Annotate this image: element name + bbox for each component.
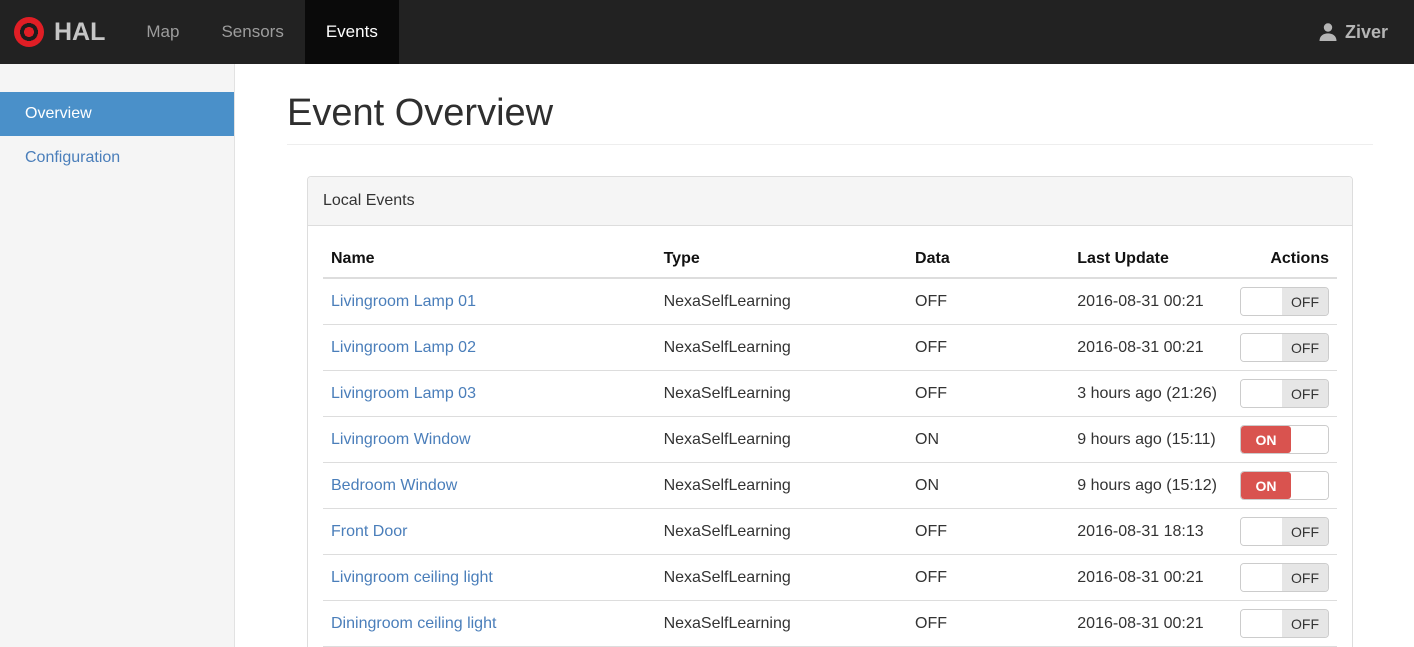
event-data: ON	[907, 416, 1070, 463]
toggle-label: ON	[1241, 426, 1291, 453]
event-type: NexaSelfLearning	[655, 508, 908, 555]
column-header-actions: Actions	[1230, 241, 1337, 279]
toggle-switch[interactable]: OFF	[1240, 287, 1329, 316]
event-type: NexaSelfLearning	[655, 416, 908, 463]
column-header-name: Name	[323, 241, 656, 279]
event-type: NexaSelfLearning	[655, 462, 908, 509]
toggle-switch[interactable]: OFF	[1240, 563, 1329, 592]
toggle-handle	[1241, 288, 1282, 315]
nav-item-sensors-label: Sensors	[221, 22, 284, 41]
event-last-update: 9 hours ago (15:11)	[1069, 416, 1231, 463]
event-type: NexaSelfLearning	[655, 554, 908, 601]
event-data: OFF	[907, 324, 1070, 371]
toggle-switch[interactable]: ON	[1240, 471, 1329, 500]
table-header-row: Name Type Data Last Update Actions	[323, 241, 1337, 279]
table-row: Livingroom Lamp 03 NexaSelfLearning OFF …	[323, 370, 1337, 417]
sidebar-item-overview[interactable]: Overview	[0, 92, 234, 136]
event-last-update: 2016-08-31 00:21	[1069, 600, 1231, 647]
event-data: OFF	[907, 277, 1070, 325]
event-data: OFF	[907, 600, 1070, 647]
event-name-link[interactable]: Diningroom ceiling light	[331, 614, 497, 632]
panel-body: Name Type Data Last Update Actions Livin…	[308, 226, 1352, 647]
event-last-update: 2016-08-31 00:21	[1069, 324, 1231, 371]
main-nav: Map Sensors Events	[125, 0, 399, 64]
table-row: Livingroom Lamp 02 NexaSelfLearning OFF …	[323, 324, 1337, 371]
toggle-handle	[1241, 334, 1282, 361]
event-name-link[interactable]: Livingroom ceiling light	[331, 568, 493, 586]
toggle-handle	[1241, 564, 1282, 591]
panel-title: Local Events	[308, 177, 1352, 226]
toggle-label: OFF	[1282, 380, 1328, 407]
toggle-handle	[1241, 518, 1282, 545]
event-last-update: 2016-08-31 00:21	[1069, 554, 1231, 601]
event-name-link[interactable]: Front Door	[331, 522, 408, 540]
user-name: Ziver	[1344, 21, 1388, 42]
column-header-type: Type	[655, 241, 908, 279]
brand[interactable]: HAL	[0, 0, 125, 64]
page-title: Event Overview	[287, 91, 1373, 145]
user-icon	[1318, 22, 1338, 42]
table-row: Livingroom Window NexaSelfLearning ON 9 …	[323, 416, 1337, 463]
events-table: Name Type Data Last Update Actions Livin…	[323, 241, 1337, 647]
user-menu[interactable]: Ziver	[1292, 0, 1414, 64]
toggle-switch[interactable]: OFF	[1240, 379, 1329, 408]
sidebar-item-configuration-label: Configuration	[25, 149, 121, 166]
event-data: OFF	[907, 508, 1070, 555]
nav-item-events[interactable]: Events	[304, 0, 399, 64]
table-row: Front Door NexaSelfLearning OFF 2016-08-…	[323, 508, 1337, 555]
event-last-update: 3 hours ago (21:26)	[1069, 370, 1231, 417]
event-type: NexaSelfLearning	[655, 600, 908, 647]
event-name-link[interactable]: Livingroom Lamp 03	[331, 384, 476, 402]
toggle-handle	[1291, 426, 1328, 453]
main-content: Event Overview Local Events Name Type Da…	[235, 64, 1414, 647]
toggle-label: ON	[1241, 472, 1291, 499]
table-row: Diningroom ceiling light NexaSelfLearnin…	[323, 600, 1337, 647]
nav-item-map[interactable]: Map	[125, 0, 200, 64]
local-events-panel: Local Events Name Type Data Last Update …	[307, 176, 1353, 647]
toggle-handle	[1291, 472, 1328, 499]
event-type: NexaSelfLearning	[655, 277, 908, 325]
events-table-body: Livingroom Lamp 01 NexaSelfLearning OFF …	[323, 277, 1337, 647]
table-row: Bedroom Window NexaSelfLearning ON 9 hou…	[323, 462, 1337, 509]
nav-item-map-label: Map	[146, 22, 180, 41]
toggle-handle	[1241, 380, 1282, 407]
toggle-label: OFF	[1282, 334, 1328, 361]
toggle-label: OFF	[1282, 610, 1328, 637]
event-name-link[interactable]: Livingroom Lamp 02	[331, 338, 476, 356]
table-row: Livingroom Lamp 01 NexaSelfLearning OFF …	[323, 277, 1337, 325]
toggle-switch[interactable]: OFF	[1240, 517, 1329, 546]
sidebar-item-overview-label: Overview	[25, 105, 92, 122]
event-data: OFF	[907, 554, 1070, 601]
event-data: OFF	[907, 370, 1070, 417]
toggle-switch[interactable]: OFF	[1240, 609, 1329, 638]
event-name-link[interactable]: Livingroom Lamp 01	[331, 292, 476, 310]
event-last-update: 2016-08-31 00:21	[1069, 277, 1231, 325]
brand-label: HAL	[54, 17, 106, 46]
nav-item-sensors[interactable]: Sensors	[200, 0, 304, 64]
target-icon	[14, 17, 44, 47]
event-last-update: 9 hours ago (15:12)	[1069, 462, 1231, 509]
column-header-last-update: Last Update	[1069, 241, 1231, 279]
event-type: NexaSelfLearning	[655, 370, 908, 417]
sidebar-item-configuration[interactable]: Configuration	[0, 136, 234, 180]
event-last-update: 2016-08-31 18:13	[1069, 508, 1231, 555]
toggle-label: OFF	[1282, 288, 1328, 315]
event-type: NexaSelfLearning	[655, 324, 908, 371]
event-name-link[interactable]: Bedroom Window	[331, 476, 458, 494]
event-name-link[interactable]: Livingroom Window	[331, 430, 471, 448]
toggle-switch[interactable]: OFF	[1240, 333, 1329, 362]
toggle-switch[interactable]: ON	[1240, 425, 1329, 454]
column-header-data: Data	[907, 241, 1070, 279]
top-navbar: HAL Map Sensors Events Ziver	[0, 0, 1414, 64]
toggle-handle	[1241, 610, 1282, 637]
toggle-label: OFF	[1282, 518, 1328, 545]
nav-item-events-label: Events	[325, 22, 378, 41]
toggle-label: OFF	[1282, 564, 1328, 591]
sidebar: Overview Configuration	[0, 64, 235, 647]
event-data: ON	[907, 462, 1070, 509]
table-row: Livingroom ceiling light NexaSelfLearnin…	[323, 554, 1337, 601]
